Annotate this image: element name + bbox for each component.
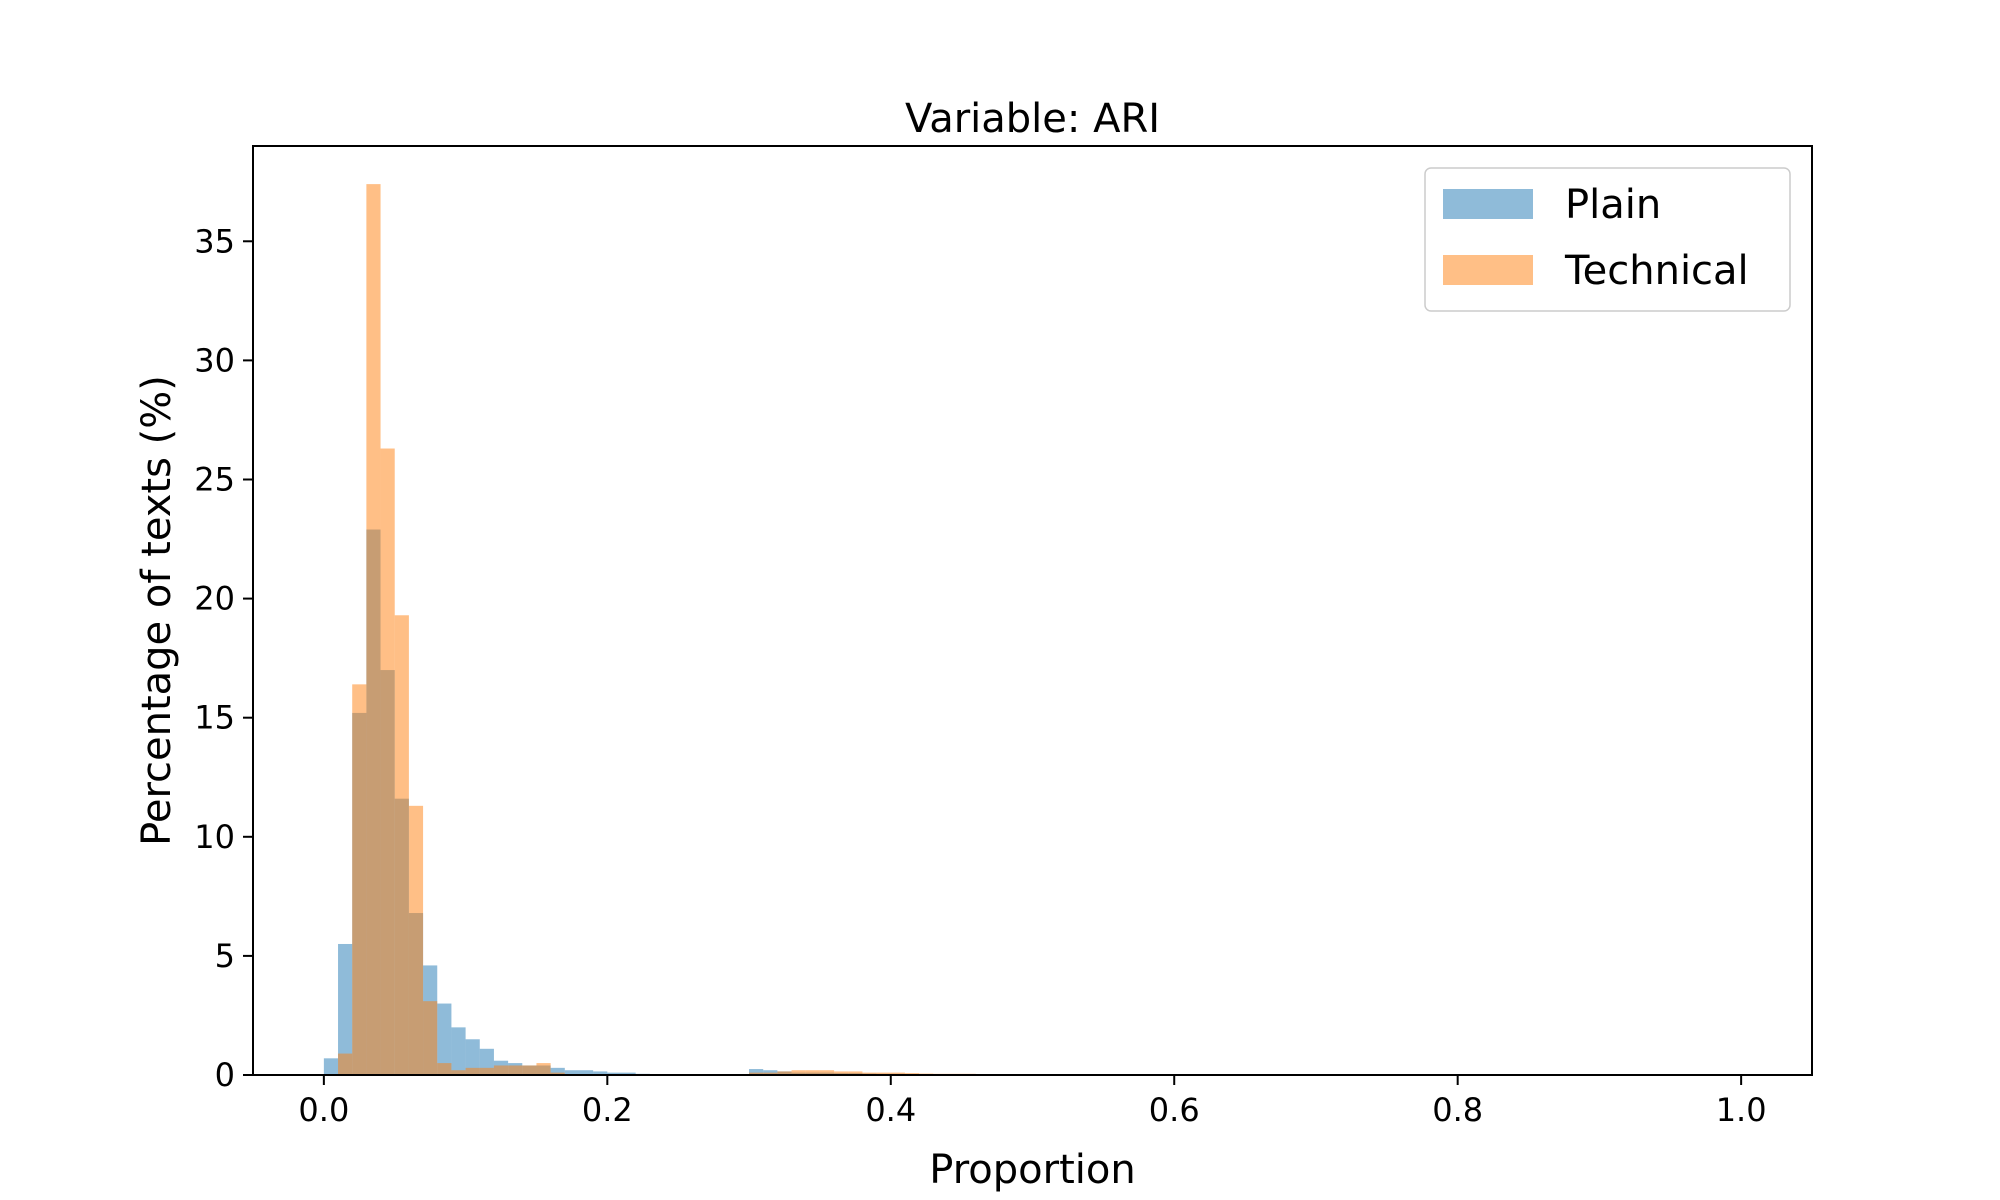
plain-bar-23 xyxy=(749,1069,764,1075)
technical-bar-6 xyxy=(423,1001,438,1075)
plain-bar-18 xyxy=(578,1070,594,1075)
technical-bar-21 xyxy=(819,1070,835,1075)
technical-bar-14 xyxy=(536,1063,551,1075)
technical-series-bars xyxy=(338,184,976,1076)
y-tick-label-4: 20 xyxy=(194,580,235,618)
technical-bar-19 xyxy=(791,1070,806,1075)
technical-bar-20 xyxy=(805,1070,820,1075)
technical-bar-5 xyxy=(408,805,424,1075)
technical-bar-23 xyxy=(848,1071,863,1075)
plain-bar-21 xyxy=(621,1072,636,1075)
technical-bar-25 xyxy=(876,1072,891,1075)
technical-bar-1 xyxy=(352,684,367,1075)
y-tick-label-5: 25 xyxy=(194,460,235,498)
x-axis-title: Proportion xyxy=(929,1147,1135,1193)
plain-bar-0 xyxy=(323,1058,339,1075)
technical-bar-4 xyxy=(394,615,409,1075)
technical-bar-22 xyxy=(834,1071,849,1075)
y-tick-label-7: 35 xyxy=(194,222,235,260)
legend: Plain Technical xyxy=(1424,167,1791,312)
technical-bar-24 xyxy=(862,1072,877,1075)
y-tick-label-0: 0 xyxy=(215,1056,235,1094)
plain-bar-8 xyxy=(437,1003,452,1075)
x-tick-label-5: 1.0 xyxy=(1716,1091,1767,1129)
x-tick-label-0: 0.0 xyxy=(298,1091,349,1129)
technical-bar-11 xyxy=(493,1065,509,1075)
chart-title: Variable: ARI xyxy=(905,96,1160,142)
plain-bar-17 xyxy=(564,1070,579,1075)
technical-bar-9 xyxy=(465,1067,480,1075)
plain-bar-19 xyxy=(593,1071,608,1075)
x-tick-label-4: 0.8 xyxy=(1432,1091,1483,1129)
y-tick-label-2: 10 xyxy=(194,818,235,856)
plain-bar-1 xyxy=(338,943,353,1075)
plain-bar-20 xyxy=(607,1072,622,1075)
technical-bar-16 xyxy=(749,1072,764,1075)
x-tick-label-1: 0.2 xyxy=(582,1091,633,1129)
technical-bar-13 xyxy=(522,1065,537,1075)
y-tick-label-1: 5 xyxy=(215,937,235,975)
technical-bar-18 xyxy=(777,1071,792,1075)
plain-bar-10 xyxy=(465,1039,480,1075)
plain-bar-16 xyxy=(550,1067,565,1075)
x-axis-ticks: 0.0 0.2 0.4 0.6 0.8 1.0 xyxy=(298,1075,1767,1129)
y-tick-label-6: 30 xyxy=(194,341,235,379)
technical-bar-17 xyxy=(763,1072,778,1075)
plain-bar-9 xyxy=(451,1027,466,1075)
legend-label-plain: Plain xyxy=(1565,182,1661,228)
technical-bar-2 xyxy=(366,184,381,1076)
technical-bar-0 xyxy=(338,1053,353,1075)
legend-swatch-technical xyxy=(1443,255,1533,285)
x-tick-label-2: 0.4 xyxy=(865,1091,916,1129)
x-tick-label-3: 0.6 xyxy=(1149,1091,1200,1129)
y-axis-title: Percentage of texts (%) xyxy=(134,375,180,846)
legend-swatch-plain xyxy=(1443,189,1533,219)
technical-bar-8 xyxy=(451,1070,466,1075)
technical-bar-26 xyxy=(890,1072,905,1075)
technical-bar-3 xyxy=(380,448,395,1075)
y-tick-label-3: 15 xyxy=(194,699,235,737)
technical-bar-10 xyxy=(479,1067,494,1075)
technical-bar-12 xyxy=(508,1065,523,1075)
legend-label-technical: Technical xyxy=(1564,248,1749,294)
technical-bar-15 xyxy=(550,1072,565,1075)
y-axis-ticks: 0 5 10 15 20 25 30 35 xyxy=(194,222,253,1094)
technical-bar-7 xyxy=(437,1063,452,1075)
plot-frame xyxy=(252,145,1813,1076)
